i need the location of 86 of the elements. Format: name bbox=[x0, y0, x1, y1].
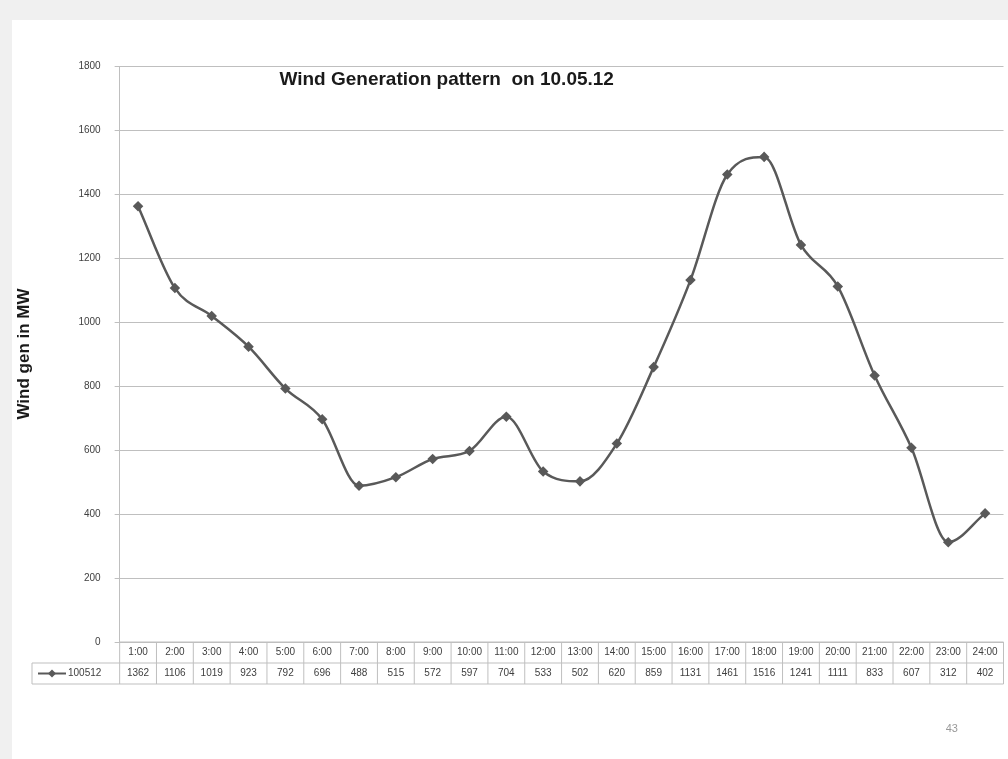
y-axis-title: Wind gen in MW bbox=[13, 287, 33, 420]
point bbox=[685, 275, 696, 285]
x-tick-label: 24:00 bbox=[972, 646, 999, 658]
y-tick-label: 1800 bbox=[78, 59, 102, 71]
x-tick-label: 21:00 bbox=[862, 646, 888, 658]
x-tick-label: 23:00 bbox=[935, 646, 962, 658]
data-label: 402 bbox=[976, 667, 994, 679]
x-tick-label: 8:00 bbox=[386, 646, 407, 658]
data-label: 597 bbox=[461, 667, 479, 679]
point bbox=[612, 438, 622, 449]
data-label: 572 bbox=[424, 667, 442, 679]
point bbox=[133, 201, 143, 211]
point bbox=[538, 466, 548, 477]
data-label: 833 bbox=[866, 667, 884, 679]
legend-label: 100512 bbox=[68, 667, 102, 679]
data-label: 533 bbox=[534, 667, 552, 679]
point bbox=[869, 370, 880, 381]
y-tick-label: 200 bbox=[83, 571, 102, 583]
y-tick-label: 400 bbox=[83, 507, 102, 519]
x-tick-label: 1:00 bbox=[128, 646, 149, 658]
point bbox=[170, 283, 180, 293]
x-tick-label: 22:00 bbox=[898, 646, 925, 658]
point bbox=[391, 472, 401, 482]
data-label: 1111 bbox=[827, 667, 849, 679]
data-label: 620 bbox=[608, 667, 626, 679]
x-tick-label: 10:00 bbox=[456, 646, 483, 658]
point bbox=[648, 362, 659, 372]
x-tick-label: 6:00 bbox=[312, 646, 333, 658]
data-label: 1019 bbox=[200, 667, 224, 679]
x-tick-label: 20:00 bbox=[825, 646, 851, 658]
data-label: 704 bbox=[497, 667, 516, 679]
point bbox=[980, 508, 990, 519]
x-tick-label: 12:00 bbox=[530, 646, 557, 658]
x-tick-label: 18:00 bbox=[751, 646, 778, 658]
y-tick-label: 800 bbox=[83, 379, 102, 391]
text: 43 bbox=[945, 722, 958, 734]
point bbox=[759, 152, 769, 162]
data-label: 859 bbox=[645, 667, 663, 679]
x-tick-label: 15:00 bbox=[641, 646, 667, 658]
data-label: 1131 bbox=[679, 667, 702, 679]
data-label: 696 bbox=[313, 667, 331, 679]
point bbox=[464, 446, 475, 456]
x-tick-label: 5:00 bbox=[275, 646, 296, 658]
chart-title: Wind Generation pattern on 10.05.12 bbox=[279, 68, 614, 90]
point bbox=[575, 476, 585, 487]
point bbox=[833, 281, 843, 292]
data-label: 488 bbox=[350, 667, 368, 679]
x-tick-label: 3:00 bbox=[201, 646, 222, 658]
x-tick-label: 13:00 bbox=[567, 646, 593, 658]
data-label: 515 bbox=[387, 667, 405, 679]
data-label: 792 bbox=[277, 667, 295, 679]
point bbox=[722, 169, 733, 180]
x-tick-label: 19:00 bbox=[788, 646, 814, 658]
y-tick-label: 1200 bbox=[78, 251, 102, 263]
data-label: 502 bbox=[571, 667, 589, 679]
y-tick-label: 600 bbox=[83, 443, 102, 455]
data-label: 1106 bbox=[164, 667, 187, 679]
y-tick-label: 1400 bbox=[78, 187, 102, 199]
x-tick-label: 9:00 bbox=[422, 646, 443, 658]
data-label: 1362 bbox=[126, 667, 150, 679]
data-label: 923 bbox=[240, 667, 258, 679]
y-tick-label: 0 bbox=[95, 635, 102, 647]
data-label: 312 bbox=[939, 667, 958, 679]
x-tick-label: 4:00 bbox=[238, 646, 259, 658]
x-tick-label: 2:00 bbox=[165, 646, 186, 658]
point bbox=[906, 443, 917, 453]
point bbox=[796, 240, 806, 250]
data-label: 607 bbox=[903, 667, 921, 679]
point bbox=[317, 414, 327, 425]
point bbox=[354, 481, 364, 491]
x-tick-label: 17:00 bbox=[714, 646, 741, 658]
point bbox=[943, 537, 954, 547]
y-tick-label: 1600 bbox=[78, 123, 102, 135]
x-tick-label: 7:00 bbox=[349, 646, 370, 658]
point bbox=[280, 383, 291, 394]
data-label: 1461 bbox=[716, 667, 739, 679]
data-label: 1241 bbox=[789, 667, 813, 679]
point bbox=[206, 311, 217, 321]
point bbox=[427, 454, 438, 464]
x-tick-label: 16:00 bbox=[677, 646, 704, 658]
data-label: 1516 bbox=[753, 667, 776, 679]
x-tick-label: 14:00 bbox=[604, 646, 630, 658]
point bbox=[243, 341, 254, 352]
x-tick-label: 11:00 bbox=[494, 646, 519, 658]
y-tick-label: 1000 bbox=[78, 315, 102, 327]
point bbox=[501, 411, 512, 422]
